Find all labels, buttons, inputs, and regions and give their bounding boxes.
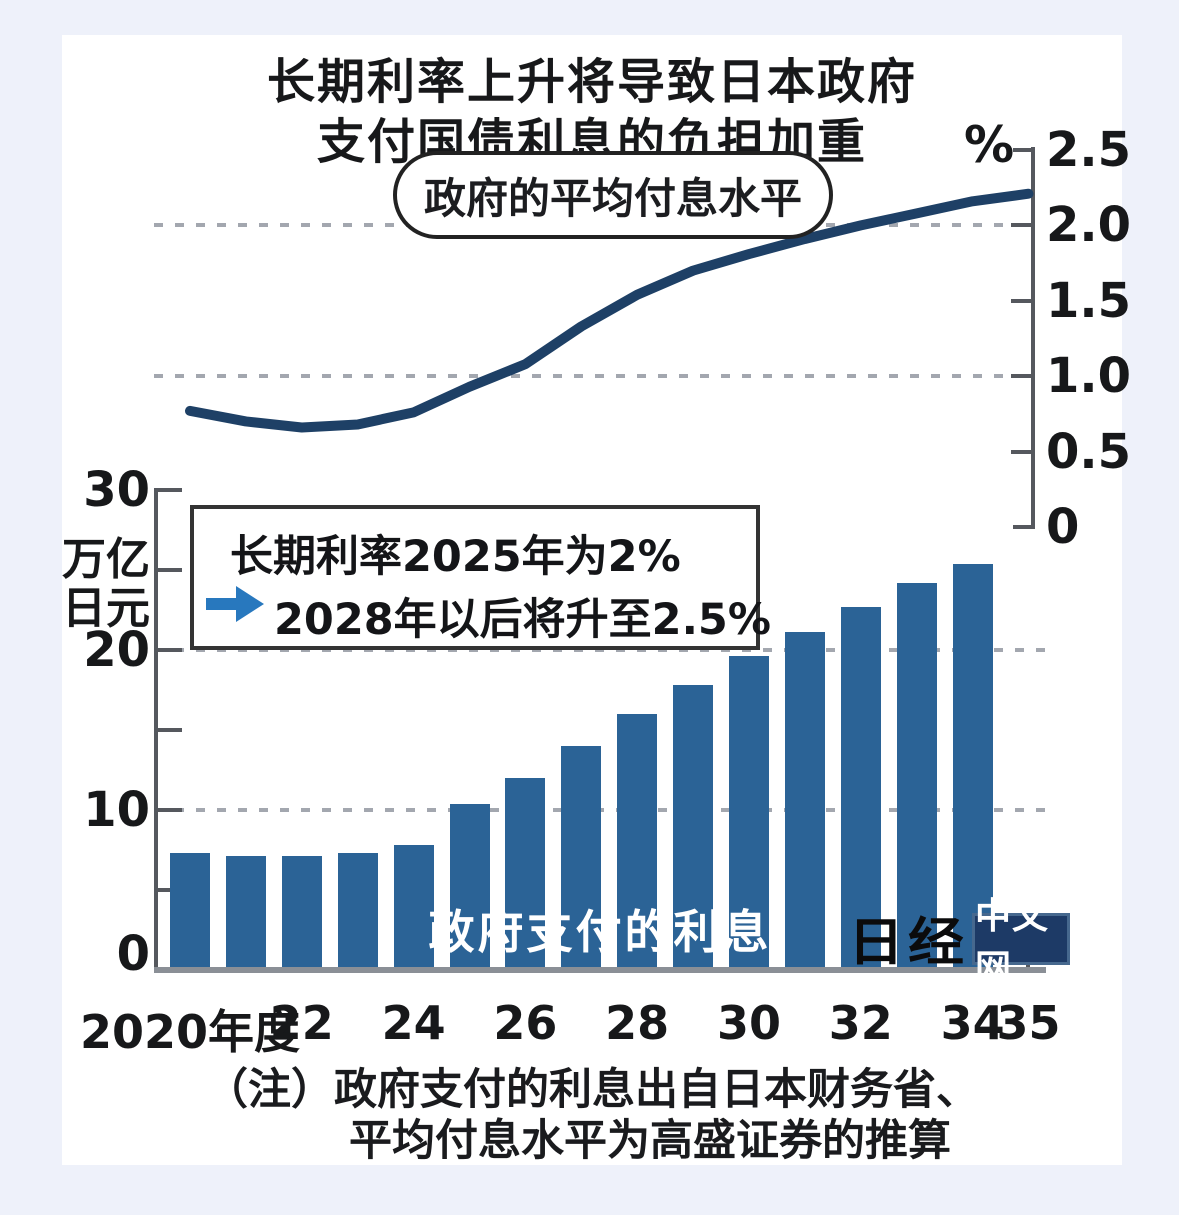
right-tick-2.0 — [1011, 223, 1031, 228]
bar-2034 — [952, 563, 993, 970]
annotation-line2: 2028年以后将升至2.5% — [274, 595, 771, 645]
annotation-line1: 长期利率2025年为2% — [230, 532, 681, 582]
left-tick-15 — [158, 728, 182, 732]
left-tick-label-10: 10 — [83, 782, 150, 838]
arrow-right-icon — [206, 586, 264, 622]
footnote-line1: （注）政府支付的利息出自日本财务省、 — [205, 1065, 979, 1115]
bar-2033 — [896, 582, 937, 970]
x-label-2028: 28 — [605, 996, 670, 1050]
bar-2025 — [449, 803, 490, 970]
nikkei-logo-badge: 中文网 — [972, 896, 1070, 989]
bar-2028 — [617, 714, 658, 970]
bar-series-label: 政府支付的利息 — [428, 905, 772, 959]
x-label-2032: 32 — [828, 996, 893, 1050]
right-tick-label-0: 0 — [1046, 499, 1080, 555]
nikkei-logo: 日经 中文网 — [848, 896, 1070, 989]
right-tick-0 — [1013, 525, 1035, 529]
x-label-2026: 26 — [493, 996, 558, 1050]
bar-2029 — [673, 685, 714, 970]
bar-2024 — [393, 845, 434, 970]
line-series-legend: 政府的平均付息水平 — [393, 151, 833, 239]
x-label-2030: 30 — [716, 996, 782, 1050]
left-y-axis-line — [154, 488, 158, 972]
right-tick-1.5 — [1011, 298, 1031, 303]
nikkei-logo-brand: 日经 — [848, 912, 968, 973]
right-tick-0.5 — [1011, 449, 1031, 454]
left-tick-10 — [158, 808, 182, 812]
bar-2023 — [337, 853, 378, 970]
bar-2021 — [225, 856, 266, 970]
gridline-1pct — [154, 374, 1034, 379]
bar-2032 — [840, 606, 881, 970]
x-label-2020: 2020年度 — [79, 1005, 301, 1059]
right-tick-2.5 — [1013, 148, 1035, 152]
footnote-line2: 平均付息水平为高盛证券的推算 — [349, 1116, 951, 1166]
bar-2027 — [561, 746, 602, 970]
right-tick-label-1.5: 1.5 — [1046, 272, 1132, 329]
bar-2026 — [505, 778, 546, 970]
left-tick-label-30: 30 — [83, 462, 150, 518]
right-tick-label-2.0: 2.0 — [1046, 197, 1132, 254]
percent-axis-unit: % — [963, 116, 1015, 174]
bar-2031 — [784, 632, 825, 970]
annotation-box: 长期利率2025年为2% 2028年以后将升至2.5% — [190, 505, 771, 650]
x-label-2024: 24 — [381, 996, 446, 1050]
right-tick-label-1.0: 1.0 — [1046, 348, 1132, 405]
bar-2022 — [281, 856, 322, 970]
left-axis-unit-line1: 万亿 — [62, 534, 150, 585]
right-y-axis-line — [1031, 147, 1035, 529]
left-tick-label-0: 0 — [116, 926, 150, 982]
x-axis-baseline — [154, 967, 1046, 973]
x-label-2035: 35 — [996, 996, 1061, 1050]
left-tick-20 — [158, 648, 182, 652]
left-tick-30 — [158, 488, 182, 492]
average-interest-line — [185, 188, 1034, 433]
x-label-2034: 34 — [940, 996, 1005, 1050]
left-tick-label-20: 20 — [83, 622, 150, 678]
bar-2020 — [170, 853, 210, 970]
left-tick-25 — [158, 568, 182, 572]
right-tick-label-2.5: 2.5 — [1046, 122, 1132, 178]
chart-title-line1: 长期利率上升将导致日本政府 — [266, 54, 917, 110]
left-axis-unit-line2: 日元 — [62, 583, 150, 634]
right-tick-1.0 — [1011, 374, 1031, 379]
x-label-2022: 22 — [269, 996, 334, 1050]
gridline-20trillion — [154, 648, 1046, 652]
right-tick-label-0.5: 0.5 — [1046, 423, 1132, 480]
bar-2030 — [729, 656, 769, 970]
